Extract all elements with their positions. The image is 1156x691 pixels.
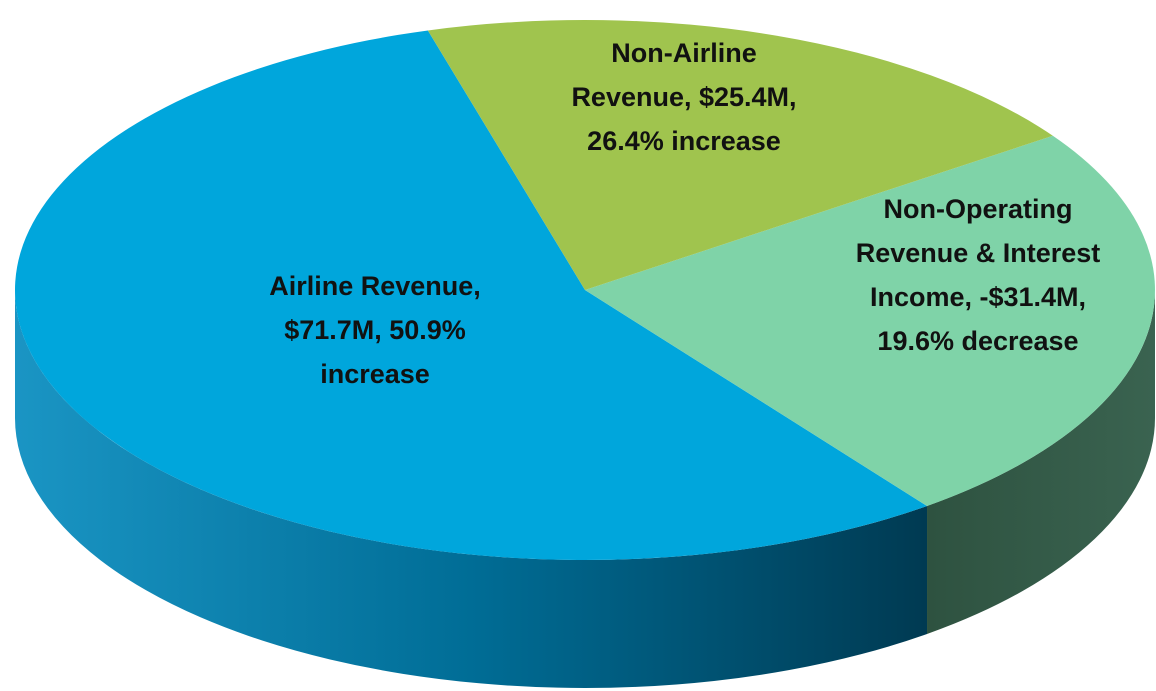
slice-side xyxy=(927,290,1155,634)
slice-side xyxy=(15,290,928,688)
pie-slice xyxy=(15,30,928,560)
pie-slice xyxy=(585,135,1155,506)
data-label: Airline Revenue, $71.7M, 50.9% increase xyxy=(269,271,481,389)
data-label: Non-Operating Revenue & Interest Income,… xyxy=(855,194,1101,356)
data-label: Non-Airline Revenue, $25.4M, 26.4% incre… xyxy=(571,38,797,156)
pie-slice xyxy=(427,19,1053,290)
